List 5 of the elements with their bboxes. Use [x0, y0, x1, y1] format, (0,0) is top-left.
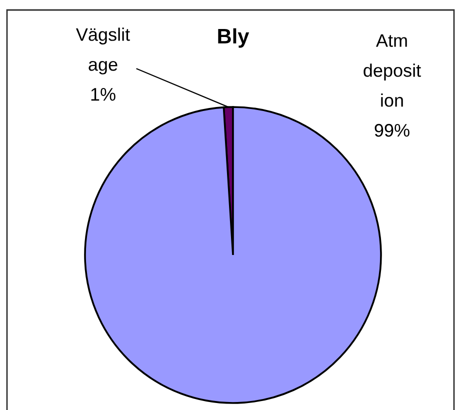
- data-label: 99%: [374, 124, 410, 137]
- chart-title: Bly: [218, 28, 250, 48]
- data-label: 1%: [91, 88, 116, 101]
- slice-label: Vägslit age: [76, 28, 130, 74]
- slice-label: Atm deposit ion: [364, 34, 421, 107]
